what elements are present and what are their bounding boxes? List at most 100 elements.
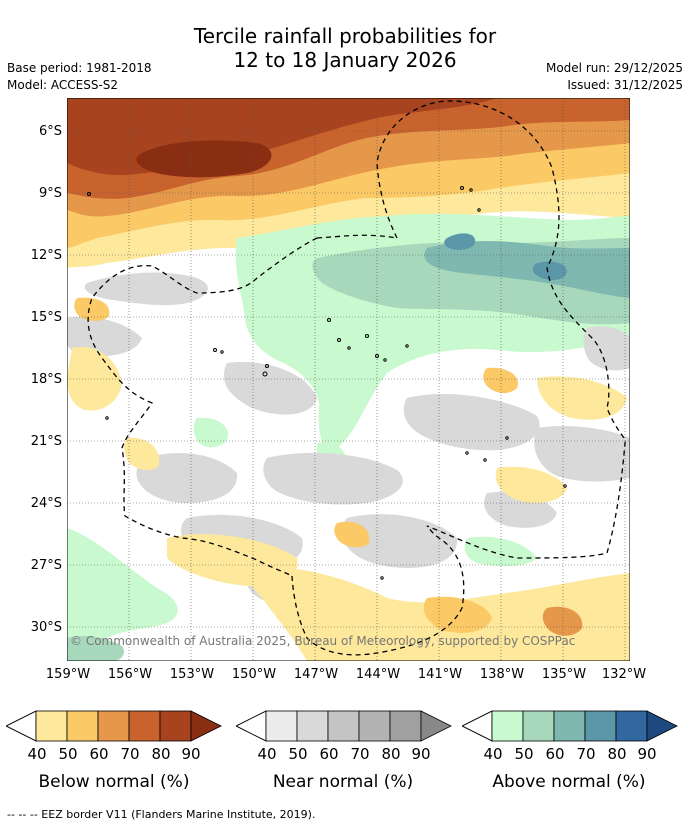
legend-below-swatch	[159, 710, 192, 742]
legend-tick: 40	[27, 745, 47, 763]
legend-tick: 80	[151, 745, 171, 763]
lat-label: 18°S	[30, 372, 62, 387]
legend-below-swatch	[97, 710, 130, 742]
legend-below-title: Below normal (%)	[38, 772, 190, 792]
legend-tick: 70	[576, 745, 596, 763]
legend-tick: 80	[381, 745, 401, 763]
below-60-patch-s	[542, 606, 583, 636]
lat-label: 9°S	[38, 186, 62, 201]
below-40-patch-mid	[124, 437, 160, 470]
lon-label: 147°W	[293, 667, 339, 682]
lon-label: 138°W	[479, 667, 525, 682]
eez-footnote: -- -- -- EEZ border V11 (Flanders Marine…	[7, 808, 316, 821]
above-50-sw	[67, 635, 124, 661]
legend-near-swatch	[265, 710, 298, 742]
lon-label: 156°W	[107, 667, 153, 682]
legend-tick: 60	[319, 745, 339, 763]
near-patch-south-1	[263, 452, 403, 505]
lon-label: 132°W	[601, 667, 647, 682]
legend-below-high-arrow	[190, 710, 222, 742]
legend-below-swatch	[35, 710, 68, 742]
map-title: Tercile rainfall probabilities for 12 to…	[0, 24, 690, 72]
copyright-notice: © Commonwealth of Australia 2025, Bureau…	[70, 634, 576, 648]
title-line-1: Tercile rainfall probabilities for	[193, 24, 497, 48]
legend-near-low-arrow	[236, 710, 267, 742]
meta-left: Base period: 1981-2018 Model: ACCESS-S2	[7, 60, 152, 94]
eez-border	[87, 100, 626, 656]
near-patch-west-2	[67, 316, 142, 357]
legend-tick: 70	[120, 745, 140, 763]
title-line-2: 12 to 18 January 2026	[233, 48, 457, 72]
base-period: Base period: 1981-2018	[7, 61, 152, 75]
below-40-patch-se2	[495, 466, 567, 503]
lon-label: 150°W	[231, 667, 277, 682]
legend-below-swatch	[128, 710, 161, 742]
lat-label: 15°S	[30, 310, 62, 325]
near-patch-center	[223, 362, 317, 415]
legend-near-title: Near normal (%)	[272, 772, 414, 792]
probability-map[interactable]: © Commonwealth of Australia 2025, Bureau…	[66, 97, 631, 662]
below-90-patch	[136, 140, 272, 178]
below-40-patch-se	[537, 376, 627, 420]
legend-above-swatch	[615, 710, 648, 742]
legend-tick: 70	[350, 745, 370, 763]
legend-above-title: Above normal (%)	[492, 772, 646, 792]
legend-tick: 90	[411, 745, 431, 763]
model-run: Model run: 29/12/2025	[545, 61, 683, 75]
legend-below-low-arrow	[6, 710, 37, 742]
legend-above-low-arrow	[462, 710, 493, 742]
legend-near-normal	[236, 710, 452, 742]
below-50-patch-w	[74, 297, 110, 321]
legend-above-swatch	[491, 710, 524, 742]
lat-label: 27°S	[30, 558, 62, 573]
lat-label: 6°S	[38, 124, 62, 139]
legend-near-swatch	[296, 710, 329, 742]
lat-label: 21°S	[30, 434, 62, 449]
lon-label: 144°W	[355, 667, 401, 682]
issued-date: Issued: 31/12/2025	[567, 78, 683, 92]
legend-tick: 90	[637, 745, 657, 763]
lat-label: 30°S	[30, 620, 62, 635]
legend-tick: 80	[607, 745, 627, 763]
legend-tick: 90	[181, 745, 201, 763]
model-name: Model: ACCESS-S2	[7, 78, 119, 92]
near-patch-west	[84, 272, 208, 306]
above-40-sw	[67, 528, 178, 658]
lat-label: 12°S	[30, 248, 62, 263]
legend-near-high-arrow	[420, 710, 452, 742]
near-patch-south-5	[342, 514, 458, 568]
legend-above-swatch	[584, 710, 617, 742]
lon-label: 159°W	[45, 667, 91, 682]
above-70-patch-1	[444, 233, 476, 251]
legend-tick: 50	[514, 745, 534, 763]
below-50-patch-s2	[423, 596, 492, 633]
lon-label: 153°W	[169, 667, 215, 682]
above-40-mid-1	[193, 417, 228, 448]
legend-near-swatch	[327, 710, 360, 742]
near-patch-south-3	[136, 453, 238, 503]
legend-above-swatch	[522, 710, 555, 742]
meta-right: Model run: 29/12/2025 Issued: 31/12/2025	[546, 60, 683, 94]
islands	[87, 186, 567, 580]
above-70-patch-2	[532, 261, 567, 281]
legend-tick: 60	[89, 745, 109, 763]
legend-tick: 50	[288, 745, 308, 763]
map-canvas	[66, 97, 631, 662]
lat-label: 24°S	[30, 496, 62, 511]
legend-above-normal	[462, 710, 678, 742]
legend-above-swatch	[553, 710, 586, 742]
legend-tick: 40	[257, 745, 277, 763]
legend-below-swatch	[66, 710, 99, 742]
legend-tick: 60	[545, 745, 565, 763]
legend-above-high-arrow	[646, 710, 678, 742]
legend-near-swatch	[389, 710, 422, 742]
below-50-patch-s	[334, 521, 370, 548]
lon-label: 141°W	[417, 667, 463, 682]
legend-near-swatch	[358, 710, 391, 742]
below-50-patch-ne	[483, 367, 518, 394]
legend-tick: 40	[483, 745, 503, 763]
near-patch-far-east	[583, 326, 630, 371]
legend-tick: 50	[58, 745, 78, 763]
near-patch-south-2	[403, 394, 540, 451]
legend-below-normal	[6, 710, 222, 742]
